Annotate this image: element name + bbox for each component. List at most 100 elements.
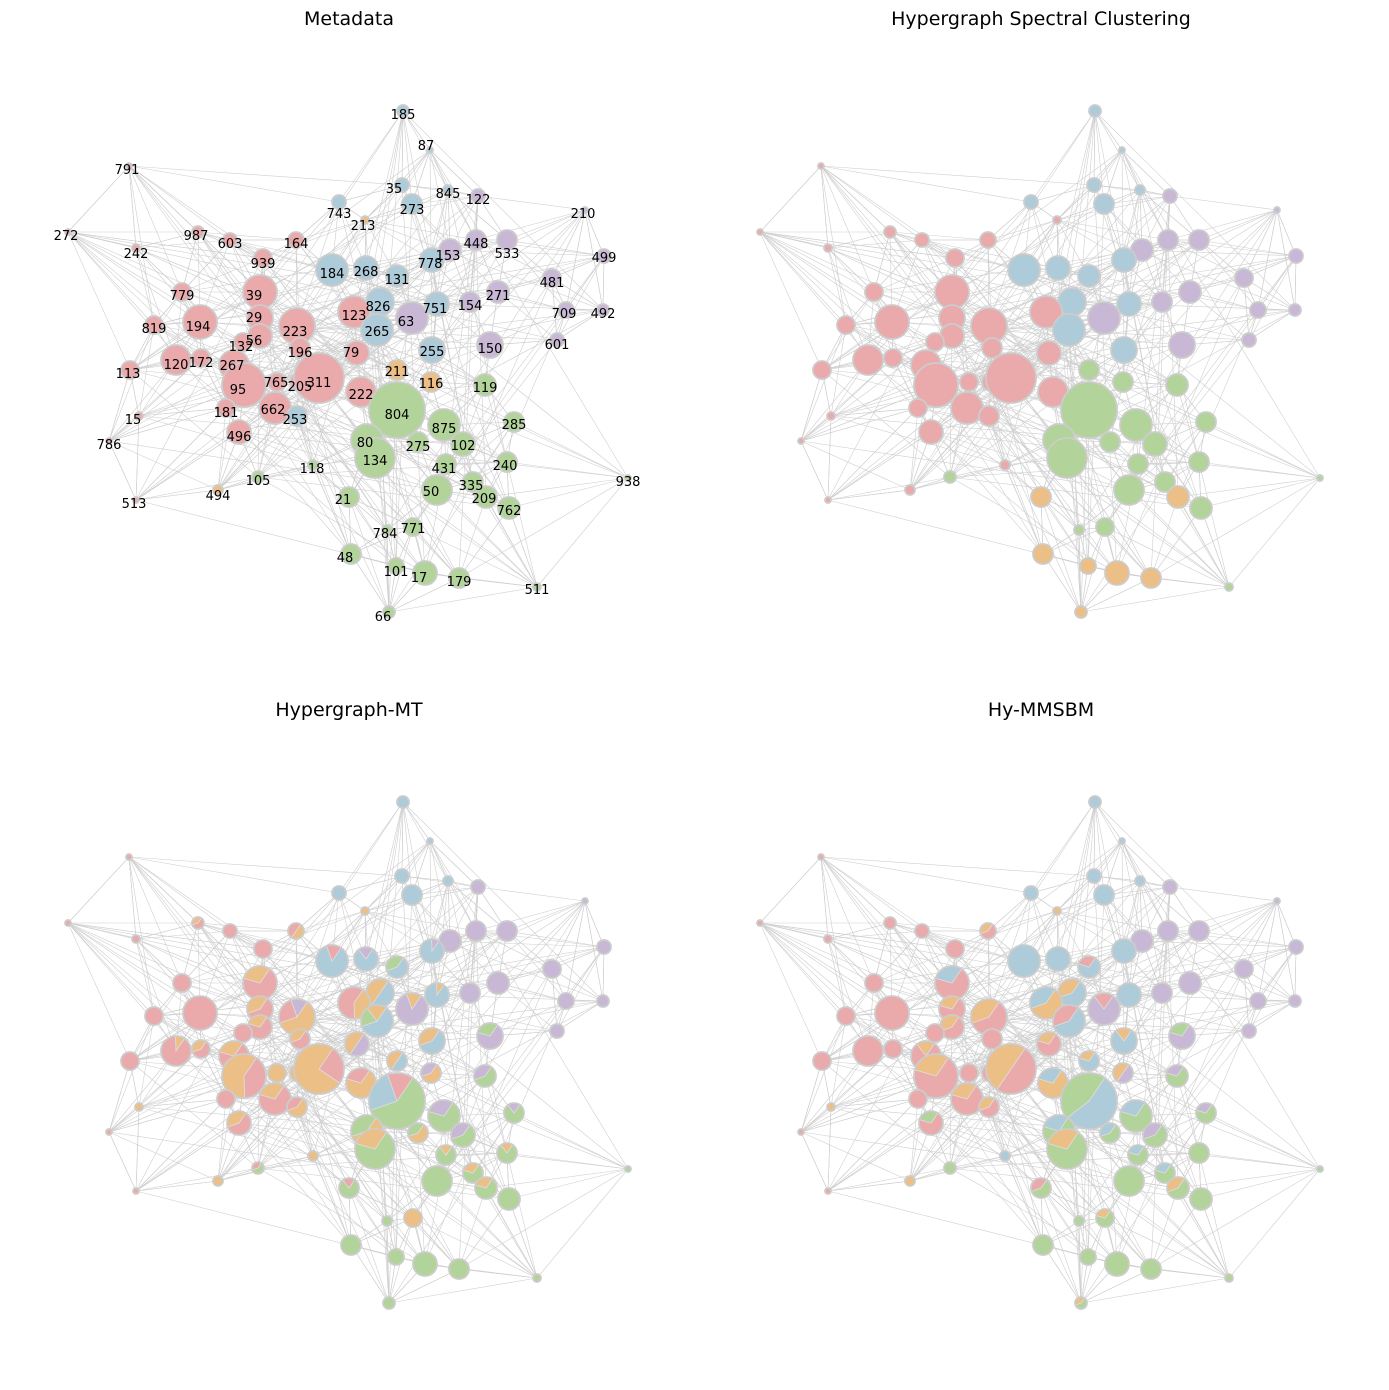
node-label-513: 513 bbox=[122, 497, 147, 512]
node-circle bbox=[368, 381, 426, 439]
node-743 bbox=[1023, 194, 1039, 210]
edge bbox=[412, 526, 460, 579]
node-102 bbox=[1142, 1122, 1168, 1148]
node-circle bbox=[1113, 474, 1145, 506]
edge bbox=[181, 922, 199, 984]
node-242 bbox=[131, 934, 141, 944]
node-circle bbox=[340, 1234, 362, 1256]
edge bbox=[1094, 801, 1105, 896]
node-label-164: 164 bbox=[284, 237, 309, 252]
node-circle bbox=[401, 884, 423, 906]
node-120 bbox=[852, 1035, 884, 1067]
node-circle bbox=[624, 1165, 632, 1173]
node-circle bbox=[459, 291, 481, 313]
edge bbox=[1094, 801, 1296, 1002]
node-circle bbox=[338, 486, 360, 508]
edge bbox=[827, 948, 956, 1192]
node-label-194: 194 bbox=[186, 320, 211, 335]
node-185 bbox=[396, 104, 410, 118]
edge bbox=[67, 231, 137, 249]
node-102 bbox=[450, 431, 476, 457]
node-48 bbox=[1032, 1234, 1054, 1256]
edge bbox=[1121, 840, 1169, 932]
node-circle bbox=[826, 1102, 836, 1112]
node-circle bbox=[756, 228, 764, 236]
node-circle bbox=[474, 485, 498, 509]
node-circle bbox=[979, 231, 997, 249]
node-311 bbox=[293, 352, 345, 404]
node-circle bbox=[182, 995, 218, 1031]
node-275 bbox=[1099, 1122, 1121, 1144]
edge bbox=[238, 1122, 397, 1258]
node-511 bbox=[1224, 582, 1234, 592]
node-242 bbox=[823, 934, 833, 944]
node-273 bbox=[401, 884, 423, 906]
node-circle bbox=[874, 995, 910, 1031]
edge bbox=[909, 1167, 951, 1182]
node-210 bbox=[581, 897, 589, 905]
node-circle bbox=[412, 560, 438, 586]
node-179 bbox=[1140, 1258, 1162, 1280]
node-ring bbox=[1112, 1062, 1134, 1084]
node-492 bbox=[1288, 994, 1302, 1008]
edge bbox=[197, 922, 297, 932]
node-481 bbox=[1234, 268, 1254, 288]
node-105 bbox=[251, 1161, 265, 1175]
edge bbox=[1200, 507, 1230, 588]
edge bbox=[217, 886, 479, 1182]
edge bbox=[138, 407, 227, 417]
edge bbox=[909, 195, 1171, 491]
node-210 bbox=[581, 206, 589, 214]
node-ring bbox=[191, 916, 205, 930]
node-533 bbox=[1188, 229, 1210, 251]
edge bbox=[411, 195, 479, 205]
edge bbox=[987, 910, 1058, 932]
node-50 bbox=[421, 1165, 453, 1197]
edge bbox=[1042, 1217, 1106, 1246]
edge bbox=[820, 165, 847, 326]
node-268 bbox=[1045, 255, 1071, 281]
edge bbox=[820, 856, 1032, 894]
edge bbox=[238, 431, 397, 567]
node-265 bbox=[360, 313, 394, 347]
node-253 bbox=[286, 1096, 308, 1118]
node-ring bbox=[1154, 1162, 1176, 1184]
edge bbox=[820, 856, 956, 950]
node-circle bbox=[1273, 897, 1281, 905]
node-101 bbox=[387, 557, 405, 575]
edge bbox=[1040, 1187, 1082, 1304]
node-circle bbox=[360, 313, 394, 347]
edge bbox=[295, 201, 340, 241]
edge bbox=[485, 477, 629, 498]
node-label-786: 786 bbox=[97, 438, 122, 453]
node-132 bbox=[925, 1023, 945, 1043]
node-132 bbox=[233, 332, 253, 352]
edge bbox=[821, 369, 951, 478]
edge bbox=[257, 476, 426, 574]
edge bbox=[475, 209, 586, 241]
edge bbox=[830, 1098, 919, 1108]
node-circle bbox=[253, 248, 273, 268]
edge bbox=[135, 431, 240, 501]
node-271 bbox=[486, 280, 510, 304]
node-184 bbox=[1007, 253, 1041, 287]
edge bbox=[1276, 900, 1297, 948]
edge bbox=[262, 257, 438, 491]
edge bbox=[1093, 875, 1118, 1265]
node-label-134: 134 bbox=[363, 454, 388, 469]
edge bbox=[827, 1180, 911, 1192]
edge bbox=[827, 476, 951, 501]
node-circle bbox=[596, 994, 610, 1008]
node-ring bbox=[226, 1110, 252, 1136]
node-122 bbox=[470, 188, 486, 204]
node-119 bbox=[473, 373, 497, 397]
node-circle bbox=[1168, 331, 1196, 359]
node-circle bbox=[1178, 280, 1202, 304]
edge bbox=[759, 922, 875, 984]
node-circle bbox=[1052, 906, 1062, 916]
node-label-21: 21 bbox=[335, 493, 352, 508]
node-778 bbox=[1111, 247, 1137, 273]
edge bbox=[365, 801, 404, 960]
edge bbox=[429, 149, 479, 197]
edge bbox=[827, 1167, 951, 1192]
